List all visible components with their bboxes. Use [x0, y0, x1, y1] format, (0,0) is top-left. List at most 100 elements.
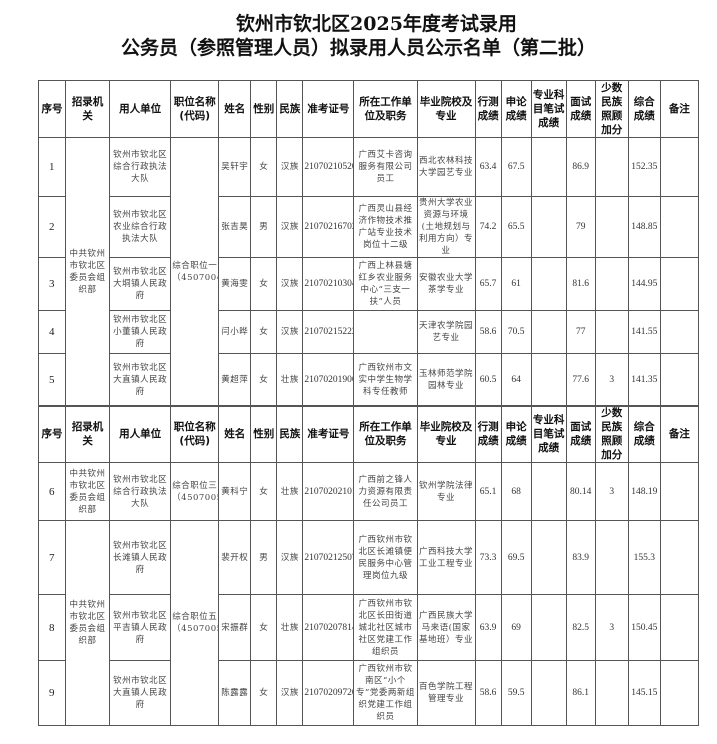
cell-bonus [594, 310, 629, 354]
cell-unit: 钦州市钦北区小董镇人民政府 [109, 310, 172, 354]
cell-seq: 7 [37, 520, 67, 595]
cell-exam-no: 21070201906 [302, 353, 355, 407]
cell-remark [659, 137, 700, 197]
table-row: 9 钦州市钦北区大直镇人民政府 陈露露女汉族 21070209720 广西钦州市钦南区“… [37, 660, 700, 726]
header-total: 综合成绩 [627, 405, 661, 463]
table-row: 2 钦州市钦北区农业综合行政执法大队 张吉昊男汉族 21070216702 广西灵山县经… [37, 196, 700, 258]
cell-seq: 1 [37, 137, 67, 197]
candidate-table-1: 序号 招录机关 用人单位 职位名称(代码) 姓名 性别 民族 准考证号 所在工作单位及职务 毕业院… [37, 80, 700, 407]
header-total: 综合成绩 [627, 80, 661, 138]
cell-position: 综合职位一（45070042） [170, 137, 220, 407]
header-name: 姓名 [218, 80, 252, 138]
cell-remark [659, 520, 700, 595]
cell-ethnicity: 壮族 [276, 353, 304, 407]
cell-ethnicity: 汉族 [276, 137, 304, 197]
cell-gender: 女 [250, 257, 278, 311]
cell-unit: 钦州市钦北区农业综合行政执法大队 [109, 196, 172, 258]
cell-position: 综合职位五（45070059） [170, 520, 220, 726]
header-professional: 专业科目笔试成绩 [530, 405, 567, 463]
cell-seq: 4 [37, 310, 67, 354]
cell-gender: 女 [250, 660, 278, 726]
cell-unit: 钦州市钦北区大直镇人民政府 [109, 353, 172, 407]
cell-workplace: 广西前之锋人力资源有限责任公司员工 [353, 462, 418, 521]
cell-seq: 6 [37, 462, 67, 521]
cell-name: 吴轩宇 [218, 137, 252, 197]
cell-bonus [594, 257, 629, 311]
cell-total: 144.95 [627, 257, 661, 311]
header-seq: 序号 [37, 80, 67, 138]
cell-remark [659, 660, 700, 726]
cell-xingce: 58.6 [474, 310, 502, 354]
cell-workplace: 广西钦州市钦南区“小个专”党委两新组织党建工作组织员 [353, 660, 418, 726]
cell-exam-no: 21070209720 [302, 660, 355, 726]
cell-interview: 79 [565, 196, 596, 258]
cell-school: 西北农林科技大学园艺专业 [416, 137, 476, 197]
cell-gender: 女 [250, 310, 278, 354]
cell-name: 闫小晔 [218, 310, 252, 354]
cell-remark [659, 353, 700, 407]
cell-shenlun: 67.5 [500, 137, 532, 197]
cell-total: 145.15 [627, 660, 661, 726]
cell-xingce: 63.4 [474, 137, 502, 197]
cell-interview: 77 [565, 310, 596, 354]
cell-workplace: 广西钦州市钦北区长滩镇便民服务中心管理岗位九级 [353, 520, 418, 595]
header-ethnicity: 民族 [276, 80, 304, 138]
cell-position: 综合职位三（45070052） [170, 462, 220, 521]
header-xingce: 行测成绩 [474, 80, 502, 138]
header-exam-no: 准考证号 [302, 405, 355, 463]
cell-exam-no: 21070212507 [302, 520, 355, 595]
cell-bonus [594, 660, 629, 726]
cell-remark [659, 594, 700, 661]
cell-workplace: 广西艾卡咨询服务有限公司员工 [353, 137, 418, 197]
cell-professional [530, 310, 567, 354]
cell-remark [659, 196, 700, 258]
cell-remark [659, 257, 700, 311]
cell-interview: 86.1 [565, 660, 596, 726]
cell-workplace: 广西灵山县经济作物技术推广站专业技术岗位十二级 [353, 196, 418, 258]
header-shenlun: 申论成绩 [500, 80, 532, 138]
cell-name: 黄海雯 [218, 257, 252, 311]
page-title-line-1: 钦州市钦北区2025年度考试录用 [236, 13, 517, 35]
cell-shenlun: 68 [500, 462, 532, 521]
cell-school: 玉林师范学院园林专业 [416, 353, 476, 407]
cell-workplace [353, 310, 418, 354]
cell-gender: 女 [250, 594, 278, 661]
cell-xingce: 63.9 [474, 594, 502, 661]
table-row: 4 钦州市钦北区小董镇人民政府 闫小晔女汉族 21070215222 天津农学院园艺专业… [37, 310, 700, 354]
header-exam-no: 准考证号 [302, 80, 355, 138]
cell-school: 广西民族大学马来语(国家基地班）专业 [416, 594, 476, 661]
header-unit: 用人单位 [109, 405, 172, 463]
cell-total: 150.45 [627, 594, 661, 661]
cell-shenlun: 64 [500, 353, 532, 407]
cell-unit: 钦州市钦北区综合行政执法大队 [109, 462, 172, 521]
header-gender: 性别 [250, 80, 278, 138]
cell-name: 陈露露 [218, 660, 252, 726]
cell-workplace: 广西钦州市钦北区长田街道城北社区城市社区党建工作组织员 [353, 594, 418, 661]
header-xingce: 行测成绩 [474, 405, 502, 463]
cell-shenlun: 69.5 [500, 520, 532, 595]
cell-exam-no: 21070215222 [302, 310, 355, 354]
cell-shenlun: 69 [500, 594, 532, 661]
cell-school: 贵州大学农业资源与环境(土地规划与利用方向）专业 [416, 196, 476, 258]
cell-total: 141.35 [627, 353, 661, 407]
cell-xingce: 73.3 [474, 520, 502, 595]
cell-interview: 81.6 [565, 257, 596, 311]
header-position: 职位名称(代码) [170, 80, 220, 138]
header-professional: 专业科目笔试成绩 [530, 80, 567, 138]
cell-gender: 女 [250, 137, 278, 197]
header-bonus: 少数民族照顾加分 [594, 80, 629, 138]
cell-exam-no: 21070210520 [302, 137, 355, 197]
cell-interview: 82.5 [565, 594, 596, 661]
cell-shenlun: 61 [500, 257, 532, 311]
cell-exam-no: 21070202101 [302, 462, 355, 521]
cell-professional [530, 520, 567, 595]
cell-workplace: 广西钦州市文实中学生物学科专任教师 [353, 353, 418, 407]
cell-gender: 男 [250, 520, 278, 595]
cell-professional [530, 594, 567, 661]
cell-professional [530, 462, 567, 521]
cell-seq: 5 [37, 353, 67, 407]
cell-agency: 中共钦州市钦北区委员会组织部 [65, 520, 111, 726]
header-shenlun: 申论成绩 [500, 405, 532, 463]
cell-agency: 中共钦州市钦北区委员会组织部 [65, 462, 111, 521]
table-row: 8 钦州市钦北区平吉镇人民政府 宋振群女壮族 21070207814 广西钦州市钦北区长… [37, 594, 700, 661]
